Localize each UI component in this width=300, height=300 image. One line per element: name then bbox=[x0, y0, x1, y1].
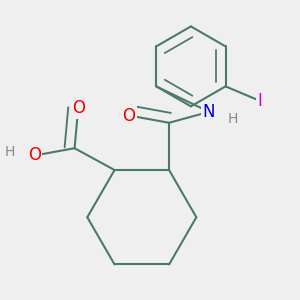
Text: O: O bbox=[72, 99, 85, 117]
Text: O: O bbox=[123, 106, 136, 124]
Text: N: N bbox=[203, 103, 215, 121]
Text: H: H bbox=[227, 112, 238, 126]
Text: I: I bbox=[258, 92, 262, 110]
Text: O: O bbox=[28, 146, 41, 164]
Text: H: H bbox=[5, 145, 15, 159]
